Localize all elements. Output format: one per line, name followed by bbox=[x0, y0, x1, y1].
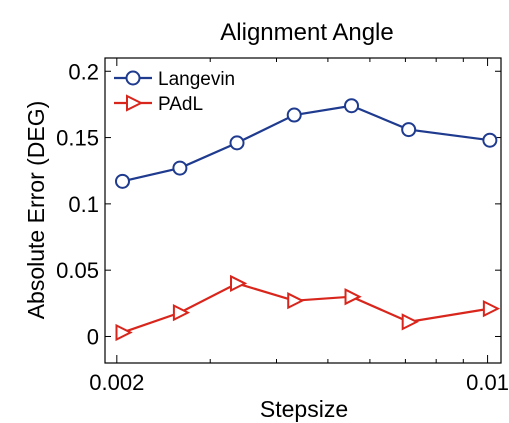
data-point-langevin bbox=[482, 132, 498, 148]
x-tick-label: 0.01 bbox=[466, 370, 509, 395]
y-tick-label: 0.15 bbox=[56, 126, 99, 151]
y-tick-label: 0.1 bbox=[68, 192, 99, 217]
legend: Langevin PAdL bbox=[114, 69, 235, 115]
chart-title: Alignment Angle bbox=[220, 19, 393, 46]
y-axis: 0 0.05 0.1 0.15 0.2 bbox=[56, 59, 501, 349]
plot-area bbox=[104, 57, 502, 364]
data-point-padl bbox=[401, 313, 419, 331]
data-point-padl bbox=[344, 288, 362, 306]
y-tick-label: 0.05 bbox=[56, 258, 99, 283]
data-point-padl bbox=[482, 300, 501, 318]
legend-label-padl: PAdL bbox=[158, 94, 203, 115]
data-point-langevin bbox=[286, 107, 302, 123]
data-point-padl bbox=[172, 303, 191, 322]
legend-label-langevin: Langevin bbox=[158, 69, 235, 90]
data-point-langevin bbox=[401, 122, 417, 138]
data-point-langevin bbox=[344, 98, 360, 114]
series-padl bbox=[115, 274, 501, 342]
legend-marker-langevin bbox=[125, 70, 141, 86]
data-point-langevin bbox=[115, 173, 131, 189]
y-axis-label: Absolute Error (DEG) bbox=[23, 101, 49, 320]
y-tick-label: 0.2 bbox=[68, 59, 99, 84]
data-point-langevin bbox=[229, 135, 245, 151]
x-tick-label: 0.002 bbox=[89, 370, 144, 395]
series-layer bbox=[115, 98, 501, 342]
data-point-langevin bbox=[172, 160, 188, 176]
data-point-padl bbox=[230, 274, 248, 293]
x-axis-label: Stepsize bbox=[260, 396, 348, 422]
data-point-padl bbox=[287, 292, 305, 310]
series-langevin bbox=[115, 98, 498, 189]
legend-marker-padl bbox=[126, 94, 144, 112]
y-tick-label: 0 bbox=[87, 324, 99, 349]
x-axis: 0.002 0.01 bbox=[89, 58, 509, 395]
data-point-padl bbox=[115, 323, 133, 342]
